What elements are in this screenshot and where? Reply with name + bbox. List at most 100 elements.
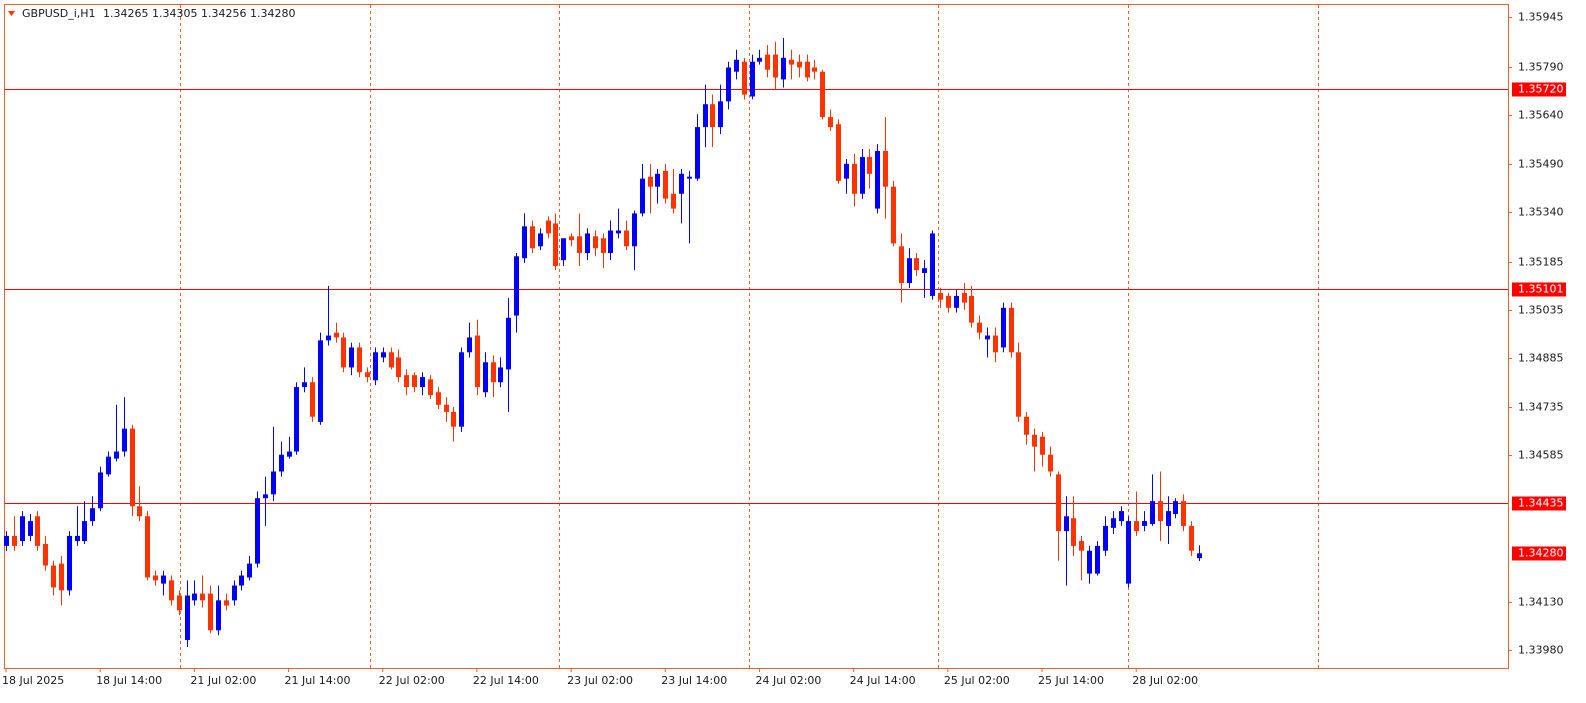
candle-body (263, 494, 268, 499)
candle-body (130, 428, 135, 507)
candle-body (271, 471, 276, 495)
candle-body (750, 61, 755, 97)
candle-body (585, 233, 590, 254)
candle-body (914, 258, 919, 271)
candle-body (812, 67, 817, 72)
candle-body (1197, 553, 1202, 559)
candle-body (875, 150, 880, 209)
candle-body (648, 176, 653, 187)
horizontal-line-label: 1.35101 (1518, 283, 1564, 296)
candle-body (1111, 518, 1116, 528)
candle-body (451, 411, 456, 427)
candle-body (357, 347, 362, 373)
last-price-box (1512, 546, 1566, 561)
candle-body (899, 246, 904, 284)
candle-body (867, 157, 872, 174)
candle-body (938, 293, 943, 300)
candle-body (1103, 525, 1108, 551)
candle-body (789, 59, 794, 65)
x-tick-label: 18 Jul 14:00 (96, 674, 162, 687)
candle-body (852, 163, 857, 194)
candle-body (546, 220, 551, 234)
candle-body (820, 71, 825, 118)
candle-body (396, 357, 401, 378)
candle-body (1134, 521, 1139, 532)
candle-body (1064, 516, 1069, 532)
candle-body (122, 428, 127, 452)
candle-body (1009, 307, 1014, 353)
candle-body (922, 268, 927, 274)
candle-body (98, 472, 103, 509)
candle-body (577, 236, 582, 254)
candle-body (687, 176, 692, 179)
candle-body (765, 54, 770, 70)
candle-body (1016, 352, 1021, 417)
candle-body (1071, 518, 1076, 546)
candle-body (208, 593, 213, 631)
candle-body (491, 362, 496, 383)
candle-body (420, 377, 425, 388)
candle-body (1173, 501, 1178, 515)
plot-frame (4, 4, 1509, 669)
candle-body (969, 295, 974, 323)
horizontal-line-label: 1.34435 (1518, 497, 1564, 510)
candle-body (373, 352, 378, 381)
candle-body (467, 337, 472, 353)
candle-body (726, 67, 731, 102)
candle-body (35, 516, 40, 546)
candle-body (860, 157, 865, 194)
candle-body (514, 256, 519, 316)
candle-body (12, 535, 17, 546)
candle-body (1126, 521, 1131, 584)
candle-body (1032, 434, 1037, 447)
candle-body (428, 379, 433, 396)
candle-body (663, 170, 668, 199)
candle-body (20, 516, 25, 542)
candle-body (404, 375, 409, 388)
candle-body (805, 61, 810, 78)
candle-body (718, 101, 723, 128)
candle-body (1181, 501, 1186, 526)
x-tick-label: 28 Jul 02:00 (1132, 674, 1198, 687)
y-tick-label: 1.34735 (1518, 401, 1564, 414)
candle-body (742, 61, 747, 95)
candle-body (1001, 307, 1006, 348)
x-tick-label: 23 Jul 02:00 (567, 674, 633, 687)
candle-body (59, 563, 64, 591)
candle-body (1056, 474, 1061, 532)
y-tick-label: 1.35490 (1518, 158, 1564, 171)
candle-body (962, 293, 967, 303)
candle-body (891, 186, 896, 244)
candle-body (569, 236, 574, 241)
candle-body (412, 375, 417, 388)
y-tick-label: 1.35790 (1518, 61, 1564, 74)
candle-body (522, 226, 527, 259)
candle-body (318, 340, 323, 422)
candle-body (341, 337, 346, 368)
candle-body (506, 317, 511, 370)
x-tick-label: 21 Jul 14:00 (285, 674, 351, 687)
candle-body (137, 506, 142, 517)
candle-body (985, 335, 990, 340)
x-tick-label: 24 Jul 14:00 (850, 674, 916, 687)
x-tick-label: 24 Jul 02:00 (755, 674, 821, 687)
candle-body (1048, 454, 1053, 472)
header-arrow (8, 11, 15, 16)
candle-body (232, 585, 237, 601)
x-tick-label: 22 Jul 02:00 (379, 674, 445, 687)
quote: 1.34265 1.34305 1.34256 1.34280 (103, 7, 295, 20)
candle-body (954, 295, 959, 308)
candle-body (836, 124, 841, 181)
candle-body (444, 404, 449, 412)
candle-body (679, 173, 684, 194)
candle-body (310, 382, 315, 417)
x-tick-label: 23 Jul 14:00 (661, 674, 727, 687)
candle-body (161, 575, 166, 584)
candle-body (153, 575, 158, 581)
candle-body (185, 595, 190, 640)
candle-body (946, 295, 951, 308)
candle-body (695, 127, 700, 179)
candle-body (75, 535, 80, 542)
